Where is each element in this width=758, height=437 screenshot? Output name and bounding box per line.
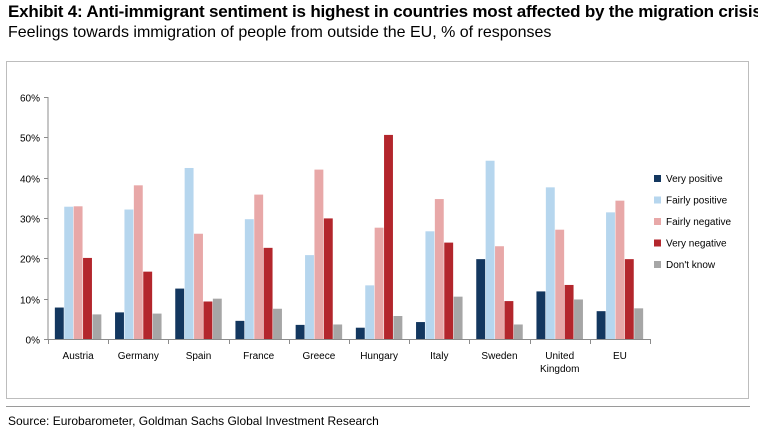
bar-fairly-negative-greece	[314, 169, 324, 339]
bar-don-t-know-germany	[152, 313, 162, 339]
bar-fairly-positive-germany	[124, 209, 134, 339]
y-tick-label: 50%	[20, 134, 40, 145]
x-tick-label: Germany	[118, 351, 159, 362]
bar-fairly-negative-eu	[615, 200, 625, 339]
bar-don-t-know-eu	[634, 308, 644, 339]
x-tick-label: Austria	[63, 351, 95, 362]
x-tick-label: Greece	[303, 351, 336, 362]
bar-very-negative-france	[263, 247, 273, 339]
y-tick-label: 20%	[20, 255, 40, 266]
bar-fairly-positive-greece	[305, 255, 314, 339]
bar-fairly-negative-austria	[73, 206, 83, 339]
bar-don-t-know-greece	[333, 324, 343, 339]
bar-very-positive-spain	[175, 288, 185, 339]
bar-don-t-know-spain	[212, 298, 222, 339]
bar-very-negative-spain	[203, 301, 213, 339]
bar-very-negative-germany	[143, 271, 153, 339]
bar-very-positive-sweden	[476, 259, 486, 339]
bar-very-positive-austria	[54, 307, 64, 339]
bar-fairly-negative-france	[254, 194, 264, 339]
chart-frame: 0% 10% 20% 30% 40% 50% 60% Austria Germany Spain F…	[6, 61, 749, 399]
chart-subtitle: Feelings towards immigration of people f…	[8, 24, 552, 41]
bar-very-positive-greece	[295, 324, 305, 339]
bar-chart: 0% 10% 20% 30% 40% 50% 60% Austria Germany Spain F…	[20, 94, 731, 376]
legend-swatch	[654, 239, 661, 247]
bar-fairly-positive-eu	[606, 212, 615, 339]
x-tick-label: Spain	[186, 351, 212, 362]
footer-divider	[6, 406, 750, 407]
bar-fairly-negative-italy	[434, 199, 444, 339]
source-note: Source: Eurobarometer, Goldman Sachs Glo…	[8, 414, 379, 428]
x-tick-label: Sweden	[481, 351, 517, 362]
legend-label: Fairly positive	[666, 196, 728, 207]
x-tick-label: Italy	[430, 351, 448, 362]
bar-very-negative-sweden	[504, 301, 514, 339]
bar-very-negative-austria	[83, 257, 92, 339]
y-tick-label: 0%	[26, 336, 41, 347]
bar-don-t-know-austria	[92, 314, 102, 339]
bar-fairly-negative-united-kingdom	[555, 229, 565, 339]
legend-swatch	[654, 261, 661, 268]
bar-don-t-know-united-kingdom	[574, 299, 583, 339]
legend-label: Very negative	[666, 239, 727, 250]
bar-fairly-negative-germany	[133, 185, 143, 339]
legend-swatch	[654, 218, 661, 225]
x-tick-label: Hungary	[360, 351, 398, 362]
y-tick-label: 30%	[20, 215, 40, 226]
x-tick-label: EU	[613, 351, 627, 362]
bar-very-positive-italy	[416, 322, 425, 339]
chart-title: Exhibit 4: Anti-immigrant sentiment is h…	[8, 2, 758, 21]
bar-fairly-positive-italy	[425, 231, 435, 339]
bar-fairly-negative-hungary	[374, 227, 384, 339]
bar-very-positive-hungary	[355, 327, 365, 339]
bar-fairly-positive-hungary	[365, 285, 375, 339]
y-tick-label: 60%	[20, 94, 40, 105]
bar-very-negative-italy	[444, 242, 454, 339]
legend-swatch	[654, 196, 661, 204]
bar-don-t-know-france	[273, 308, 282, 339]
bar-very-positive-united-kingdom	[536, 291, 546, 339]
bar-fairly-positive-united-kingdom	[545, 187, 555, 339]
bar-very-positive-germany	[115, 312, 124, 339]
bar-very-negative-eu	[624, 259, 634, 339]
bar-fairly-positive-spain	[184, 167, 194, 339]
bar-don-t-know-sweden	[513, 324, 523, 339]
bar-very-positive-france	[235, 320, 245, 339]
legend-label: Don't know	[666, 260, 716, 271]
bar-fairly-positive-sweden	[485, 160, 495, 339]
bar-very-positive-eu	[596, 311, 606, 339]
bar-fairly-positive-austria	[64, 206, 74, 339]
bar-very-negative-hungary	[384, 134, 393, 339]
y-tick-label: 10%	[20, 296, 40, 307]
x-tick-label: France	[243, 351, 275, 362]
bar-fairly-positive-france	[244, 219, 254, 339]
y-tick-label: 40%	[20, 175, 40, 186]
legend-label: Fairly negative	[666, 217, 731, 228]
legend-swatch	[654, 175, 661, 182]
bar-fairly-negative-sweden	[495, 246, 504, 339]
legend-label: Very positive	[666, 174, 723, 185]
x-tick-label: United Kingdom	[540, 351, 579, 375]
bar-very-negative-greece	[323, 218, 333, 339]
bar-don-t-know-hungary	[393, 316, 403, 339]
bar-fairly-negative-spain	[194, 233, 203, 339]
bar-don-t-know-italy	[453, 296, 463, 339]
bar-very-negative-united-kingdom	[564, 284, 574, 339]
